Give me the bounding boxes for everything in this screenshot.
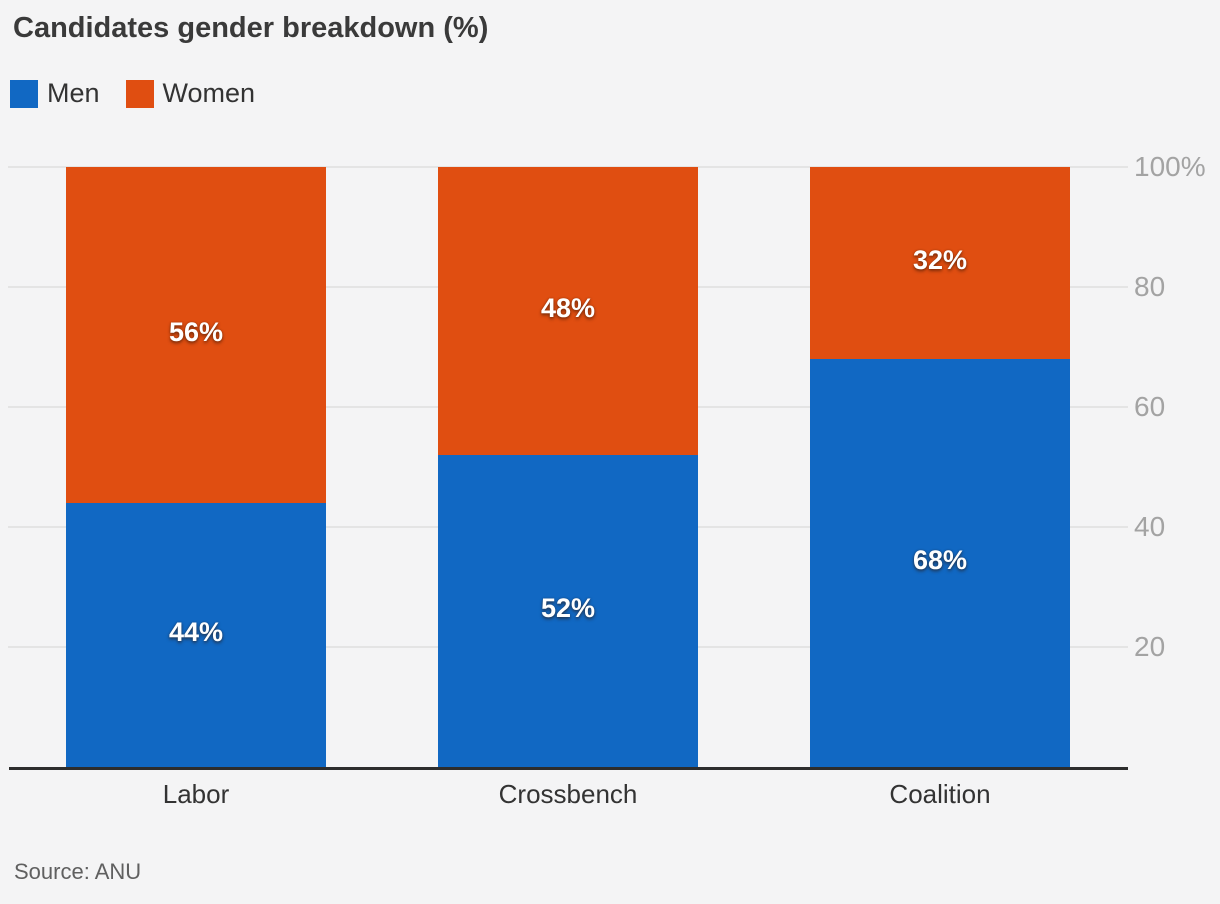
x-category-crossbench: Crossbench (498, 779, 638, 809)
bar-label-labor-men: 44% (168, 617, 224, 647)
bar-label-crossbench-men: 52% (540, 593, 596, 623)
bar-label-coalition-men: 68% (912, 545, 968, 575)
source-note: Source: ANU (14, 859, 142, 884)
y-tick-60: 60 (1134, 391, 1166, 422)
legend-item-men: Men (10, 78, 100, 109)
bar-crossbench-men: 52% (438, 455, 698, 767)
bar-labor-men: 44% (66, 503, 326, 767)
chart-title: Candidates gender breakdown (%) (13, 12, 489, 44)
x-category-coalition: Coalition (889, 779, 991, 809)
y-tick-100: 100% (1134, 151, 1206, 182)
legend-item-women: Women (125, 78, 256, 109)
x-axis-line (9, 767, 1128, 770)
bar-coalition-women: 32% (810, 167, 1070, 359)
bar-crossbench-women: 48% (438, 167, 698, 455)
legend-label-women: Women (162, 78, 256, 108)
bar-labor-women: 56% (66, 167, 326, 503)
legend: Men Women (10, 78, 255, 109)
bar-label-crossbench-women: 48% (540, 293, 596, 323)
bar-label-coalition-women: 32% (912, 245, 968, 275)
x-category-labor: Labor (162, 779, 230, 809)
bar-coalition-men: 68% (810, 359, 1070, 767)
y-tick-80: 80 (1134, 271, 1166, 302)
y-tick-40: 40 (1134, 511, 1166, 542)
bar-label-labor-women: 56% (168, 317, 224, 347)
legend-label-men: Men (47, 78, 100, 108)
women-color-swatch-icon (125, 79, 154, 108)
y-tick-20: 20 (1134, 631, 1166, 662)
men-color-swatch-icon (10, 79, 38, 108)
